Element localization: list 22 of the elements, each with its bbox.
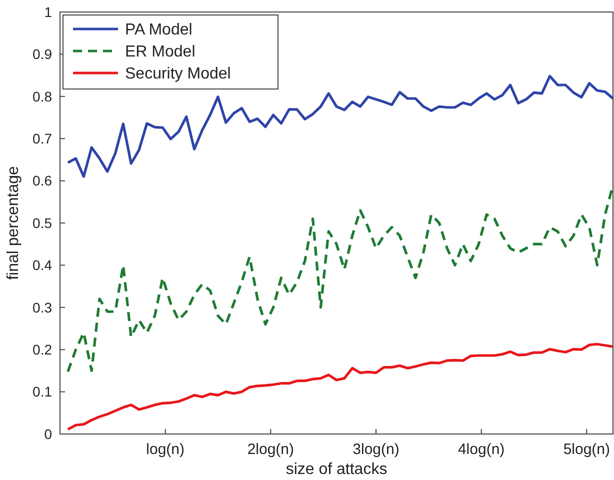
y-axis-title: final percentage	[5, 166, 22, 280]
y-tick-label: 0.7	[32, 130, 52, 146]
x-tick-label: 4log(n)	[458, 441, 505, 458]
legend-label: PA Model	[125, 22, 192, 39]
x-tick-label: log(n)	[146, 441, 185, 458]
legend-label: Security Model	[125, 66, 231, 83]
y-tick-label: 0.1	[32, 384, 52, 400]
x-axis-title: size of attacks	[286, 461, 388, 478]
y-tick-label: 0.8	[32, 88, 52, 104]
y-tick-label: 0.2	[32, 342, 52, 358]
y-tick-label: 1	[44, 4, 52, 20]
y-tick-label: 0	[44, 426, 52, 442]
y-tick-label: 0.5	[32, 214, 52, 231]
x-tick-label: 5log(n)	[563, 441, 610, 458]
y-tick-label: 0.4	[32, 257, 52, 274]
y-tick-label: 0.3	[32, 299, 52, 316]
x-tick-label: 2log(n)	[247, 441, 294, 458]
y-tick-label: 0.9	[32, 46, 52, 62]
line-series	[66, 342, 614, 431]
y-tick-label: 0.6	[32, 172, 52, 189]
legend-label: ER Model	[125, 44, 196, 61]
x-tick-label: 3log(n)	[352, 441, 400, 458]
